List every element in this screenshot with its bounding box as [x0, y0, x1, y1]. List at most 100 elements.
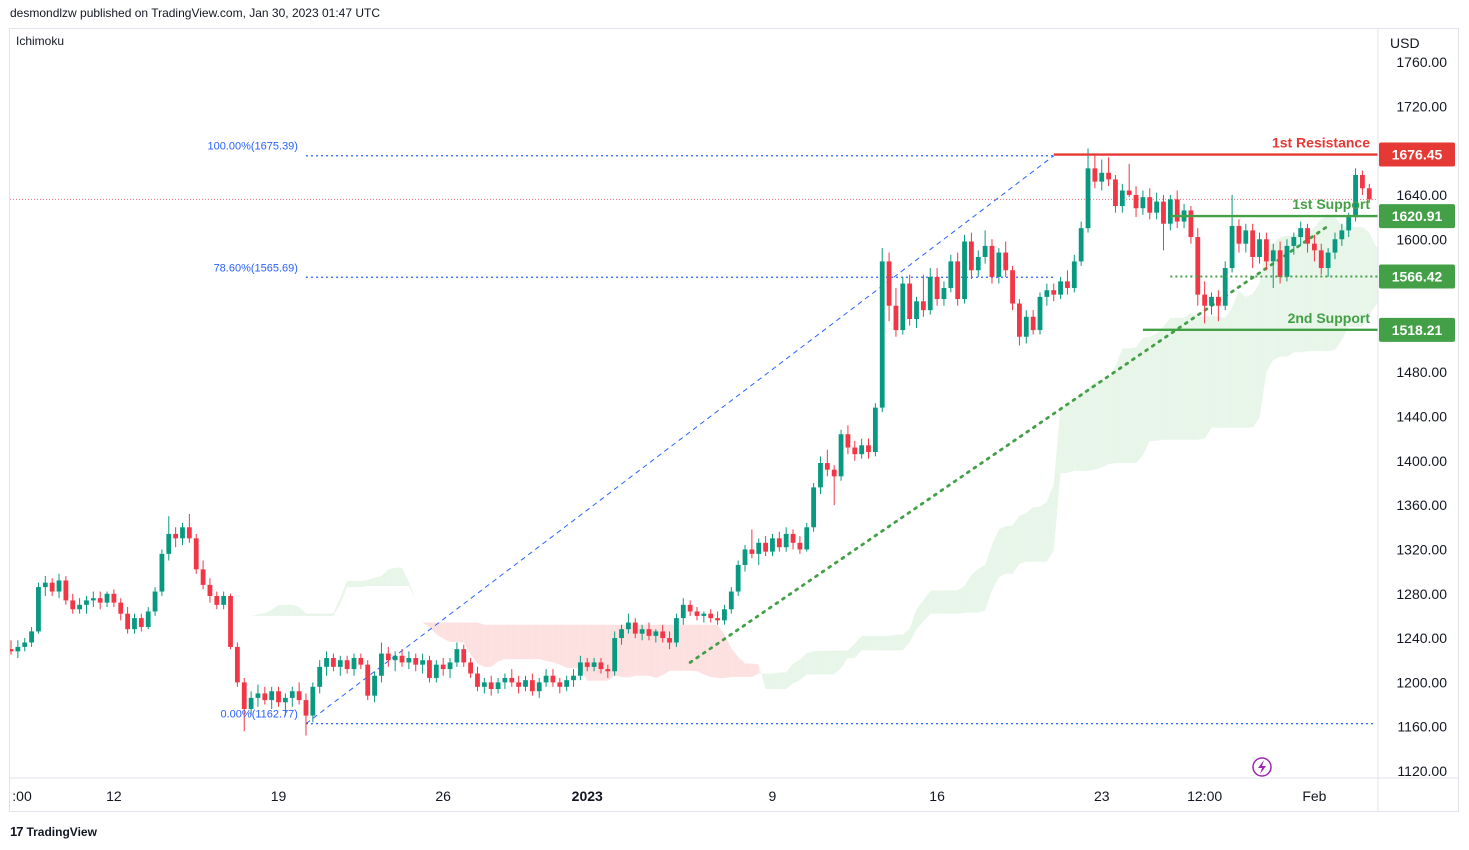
candle-up: [770, 538, 775, 552]
candle-down: [331, 658, 336, 667]
candle-up: [982, 245, 988, 257]
candle-up: [1071, 261, 1077, 288]
ichimoku-cloud-bullish: [319, 613, 327, 616]
ichimoku-cloud-bullish: [765, 673, 773, 690]
candle-up: [1044, 290, 1050, 297]
candle-down: [186, 527, 192, 539]
ichimoku-cloud-bearish: [491, 624, 499, 667]
candle-down: [516, 682, 522, 687]
candle-up: [248, 697, 254, 709]
ichimoku-cloud-bullish: [889, 634, 896, 651]
candle-up: [1140, 197, 1146, 209]
candle-down: [715, 618, 720, 621]
candle-up: [543, 675, 549, 683]
time-axis-tick: 12: [106, 788, 122, 804]
candle-down: [440, 664, 446, 670]
price-badge-value: 1620.91: [1392, 208, 1443, 224]
ichimoku-cloud-bullish: [257, 613, 265, 616]
ichimoku-cloud-bullish: [1170, 317, 1178, 440]
ichimoku-cloud-bullish: [1053, 406, 1061, 551]
ichimoku-cloud-bullish: [374, 576, 382, 586]
ichimoku-cloud-bullish: [1101, 379, 1109, 468]
candle-down: [1250, 230, 1256, 257]
ichimoku-cloud-bearish: [738, 656, 746, 677]
candle-down: [461, 649, 467, 663]
candle-down: [207, 584, 213, 596]
fib-level-label: 78.60%(1565.69): [214, 262, 298, 274]
ichimoku-cloud-bullish: [1115, 348, 1123, 464]
ichimoku-cloud-bullish: [251, 614, 258, 616]
indicator-label-ichimoku[interactable]: Ichimoku: [16, 34, 65, 48]
candle-down: [118, 602, 124, 614]
ichimoku-cloud-bearish: [745, 663, 752, 677]
time-axis-tick: 12:00: [1187, 788, 1222, 804]
ichimoku-cloud-bullish: [1197, 316, 1205, 440]
ichimoku-cloud-bearish: [532, 624, 540, 660]
candle-up: [927, 276, 933, 311]
ichimoku-cloud-bullish: [1156, 326, 1164, 441]
ichimoku-cloud-bullish: [820, 650, 828, 675]
ichimoku-cloud-bullish: [827, 650, 835, 675]
candle-down: [125, 613, 131, 630]
candle-up: [22, 642, 28, 647]
price-axis-tick: 1480.00: [1396, 364, 1447, 380]
ichimoku-cloud-bullish: [998, 526, 1006, 578]
ichimoku-cloud-bearish: [525, 624, 533, 660]
candle-down: [1263, 239, 1269, 262]
ichimoku-cloud-bullish: [841, 650, 848, 668]
ichimoku-cloud-bullish: [1122, 348, 1130, 464]
candle-up: [1339, 230, 1345, 240]
ichimoku-cloud-bullish: [813, 650, 821, 675]
candle-up: [406, 658, 412, 663]
ichimoku-cloud-bearish: [690, 624, 697, 672]
candle-up: [722, 609, 727, 621]
candle-down: [1215, 296, 1221, 306]
price-axis-tick: 1360.00: [1396, 497, 1447, 513]
ichimoku-cloud-bullish: [1019, 512, 1027, 564]
ichimoku-cloud-bullish: [991, 529, 999, 591]
ichimoku-cloud-bullish: [1033, 506, 1040, 562]
candle-down: [296, 691, 302, 701]
candle-up: [1298, 228, 1304, 238]
candle-down: [790, 533, 796, 543]
price-axis-tick: 1240.00: [1396, 630, 1447, 646]
ichimoku-cloud-bullish: [209, 620, 217, 643]
ichimoku-cloud-bullish: [971, 568, 979, 613]
candle-up: [104, 593, 110, 603]
ichimoku-cloud-bullish: [1458, 243, 1465, 247]
candle-down: [70, 600, 76, 610]
candle-down: [584, 662, 590, 667]
candle-down: [605, 669, 611, 672]
candle-up: [372, 675, 377, 696]
price-axis-currency: USD: [1390, 35, 1420, 51]
ichimoku-cloud-bullish: [1163, 317, 1171, 440]
ichimoku-cloud-bullish: [1088, 381, 1095, 471]
ichimoku-cloud-bullish: [278, 604, 286, 616]
ichimoku-cloud-bearish: [1452, 246, 1459, 249]
candle-down: [399, 655, 405, 663]
ichimoku-cloud-bullish: [216, 617, 224, 621]
ichimoku-cloud-bullish: [902, 628, 910, 651]
candle-down: [1065, 281, 1070, 288]
ichimoku-cloud-bullish: [1314, 218, 1322, 352]
ichimoku-cloud-bullish: [861, 635, 869, 651]
candle-up: [159, 553, 165, 592]
candle-down: [385, 653, 391, 661]
candle-up: [15, 646, 21, 652]
lightning-icon[interactable]: [1252, 757, 1272, 777]
tradingview-logo[interactable]: 17 TradingView: [10, 824, 97, 839]
candle-up: [180, 527, 185, 539]
price-axis-tick: 1120.00: [1397, 763, 1447, 779]
candle-down: [193, 538, 199, 570]
candle-down: [97, 598, 103, 603]
ichimoku-cloud-bullish: [1026, 507, 1034, 562]
ichimoku-cloud-bullish: [402, 567, 409, 586]
ichimoku-cloud-bearish: [504, 624, 512, 660]
ichimoku-cloud-bullish: [779, 672, 787, 690]
ichimoku-cloud-bearish: [600, 624, 608, 681]
candle-down: [1202, 294, 1208, 306]
candle-down: [1174, 199, 1180, 222]
ichimoku-cloud-bearish: [456, 622, 464, 643]
ichimoku-cloud-bullish: [1341, 225, 1349, 341]
